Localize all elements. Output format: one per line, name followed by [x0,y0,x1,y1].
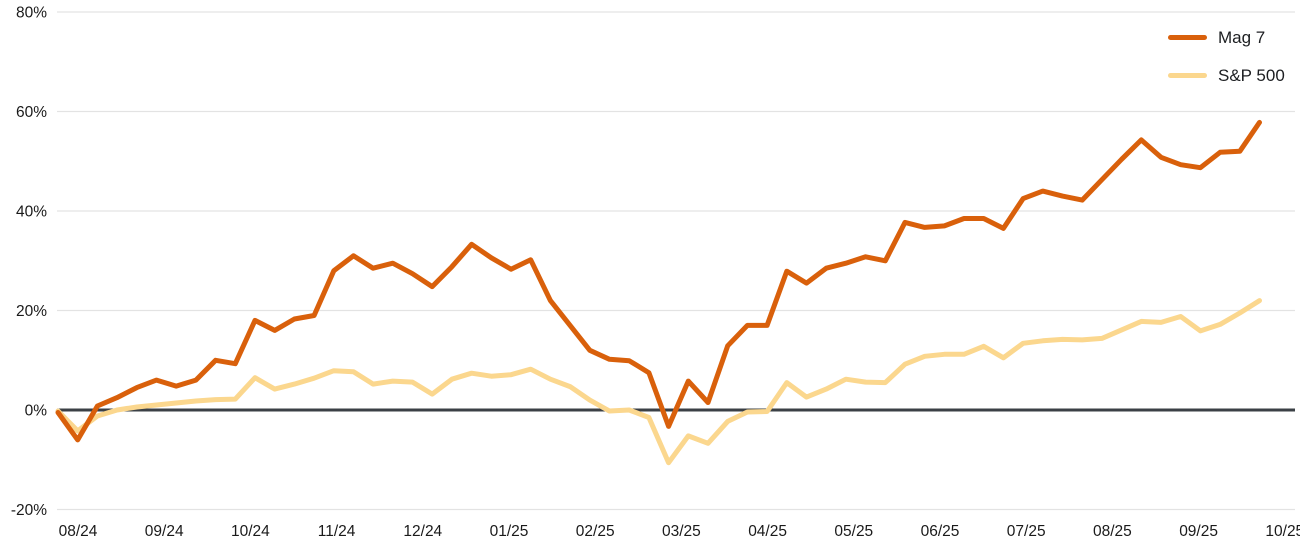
y-tick-label: 60% [16,104,47,121]
chart-legend: Mag 7 S&P 500 [1168,26,1285,87]
x-tick-label: 08/24 [59,523,98,540]
x-tick-label: 07/25 [1007,523,1046,540]
x-tick-label: 05/25 [834,523,873,540]
y-tick-label: 20% [16,303,47,320]
x-tick-label: 11/24 [318,523,356,540]
x-tick-label: 02/25 [576,523,615,540]
y-tick-label: 80% [16,5,47,22]
legend-label-mag7: Mag 7 [1218,28,1266,47]
x-tick-label: 06/25 [921,523,960,540]
x-tick-label: 09/25 [1179,523,1218,540]
series-line-sp500 [55,298,1262,466]
x-tick-label: 04/25 [748,523,787,540]
legend-label-sp500: S&P 500 [1218,66,1285,85]
x-tick-label: 03/25 [662,523,701,540]
x-tick-label: 10/24 [231,523,270,540]
sp500-line-swatch-icon [1168,73,1207,78]
y-tick-label: -20% [11,502,47,519]
y-tick-label: 40% [16,204,47,221]
legend-item-sp500: S&P 500 [1168,64,1285,87]
x-tick-label: 10/25 [1265,523,1300,540]
x-tick-label: 09/24 [145,523,184,540]
x-tick-label: 12/24 [403,523,442,540]
x-tick-label: 01/25 [490,523,529,540]
series-line-mag7 [55,119,1262,443]
y-tick-label: 0% [25,403,48,420]
legend-item-mag7: Mag 7 [1168,26,1285,49]
x-tick-label: 08/25 [1093,523,1132,540]
mag7-line-swatch-icon [1168,35,1207,40]
